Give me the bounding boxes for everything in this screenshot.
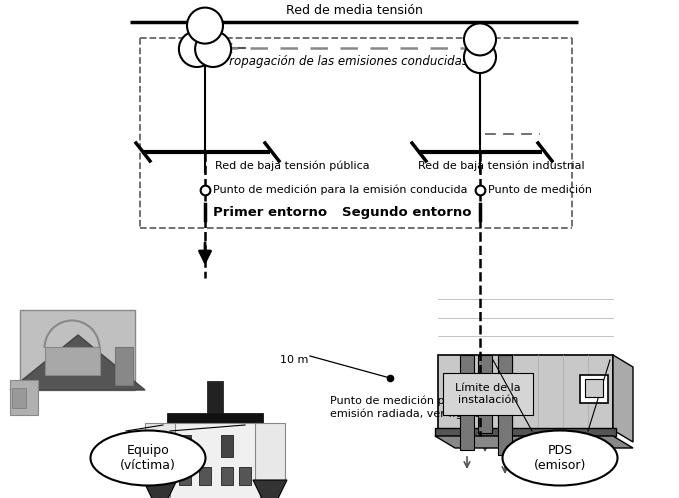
- Bar: [115, 347, 133, 385]
- Bar: [172, 461, 180, 468]
- Polygon shape: [613, 355, 633, 442]
- Text: Primer entorno: Primer entorno: [213, 206, 327, 219]
- Bar: [498, 355, 512, 455]
- Bar: [170, 423, 260, 498]
- Text: Red de media tensión: Red de media tensión: [286, 3, 422, 16]
- Bar: [239, 467, 251, 485]
- Text: Segundo entorno: Segundo entorno: [342, 206, 472, 219]
- Bar: [20, 310, 135, 390]
- Polygon shape: [10, 335, 145, 390]
- Text: Punto de medición para la
emisión radiada, ver figura 2-6: Punto de medición para la emisión radiad…: [330, 396, 503, 419]
- Bar: [12, 388, 26, 408]
- Text: Equipo
(víctima): Equipo (víctima): [120, 444, 176, 472]
- Bar: [438, 355, 613, 430]
- Bar: [435, 428, 616, 436]
- Bar: [199, 467, 211, 485]
- Text: Punto de medición para la emisión conducida: Punto de medición para la emisión conduc…: [213, 185, 468, 195]
- Bar: [179, 435, 191, 457]
- Text: Propagación de las emisiones conducidas: Propagación de las emisiones conducidas: [222, 54, 468, 68]
- Bar: [179, 467, 191, 485]
- Circle shape: [464, 23, 496, 55]
- Bar: [221, 467, 233, 485]
- Text: PDS
(emisor): PDS (emisor): [534, 444, 586, 472]
- Bar: [145, 423, 175, 480]
- Circle shape: [187, 7, 223, 44]
- Bar: [170, 453, 182, 465]
- Ellipse shape: [90, 430, 206, 486]
- Text: Red de baja tensión industrial: Red de baja tensión industrial: [418, 160, 585, 170]
- Bar: [10, 380, 38, 415]
- Ellipse shape: [502, 430, 617, 486]
- Bar: [585, 379, 603, 397]
- Bar: [443, 373, 533, 415]
- Text: Límite de la
instalación: Límite de la instalación: [455, 383, 521, 405]
- Text: Red de baja tensión pública: Red de baja tensión pública: [215, 160, 369, 170]
- Bar: [221, 435, 233, 457]
- Bar: [580, 375, 608, 403]
- Bar: [460, 355, 474, 450]
- Text: Punto de medición: Punto de medición: [488, 185, 592, 195]
- Bar: [478, 355, 492, 433]
- Polygon shape: [253, 480, 287, 498]
- Text: 10 m: 10 m: [280, 355, 308, 365]
- Bar: [255, 423, 285, 480]
- Polygon shape: [143, 480, 177, 498]
- Bar: [207, 381, 223, 413]
- Circle shape: [464, 41, 496, 73]
- Bar: [45, 347, 100, 375]
- Polygon shape: [435, 436, 633, 448]
- Circle shape: [179, 31, 215, 67]
- Circle shape: [195, 31, 231, 67]
- Bar: [167, 413, 263, 423]
